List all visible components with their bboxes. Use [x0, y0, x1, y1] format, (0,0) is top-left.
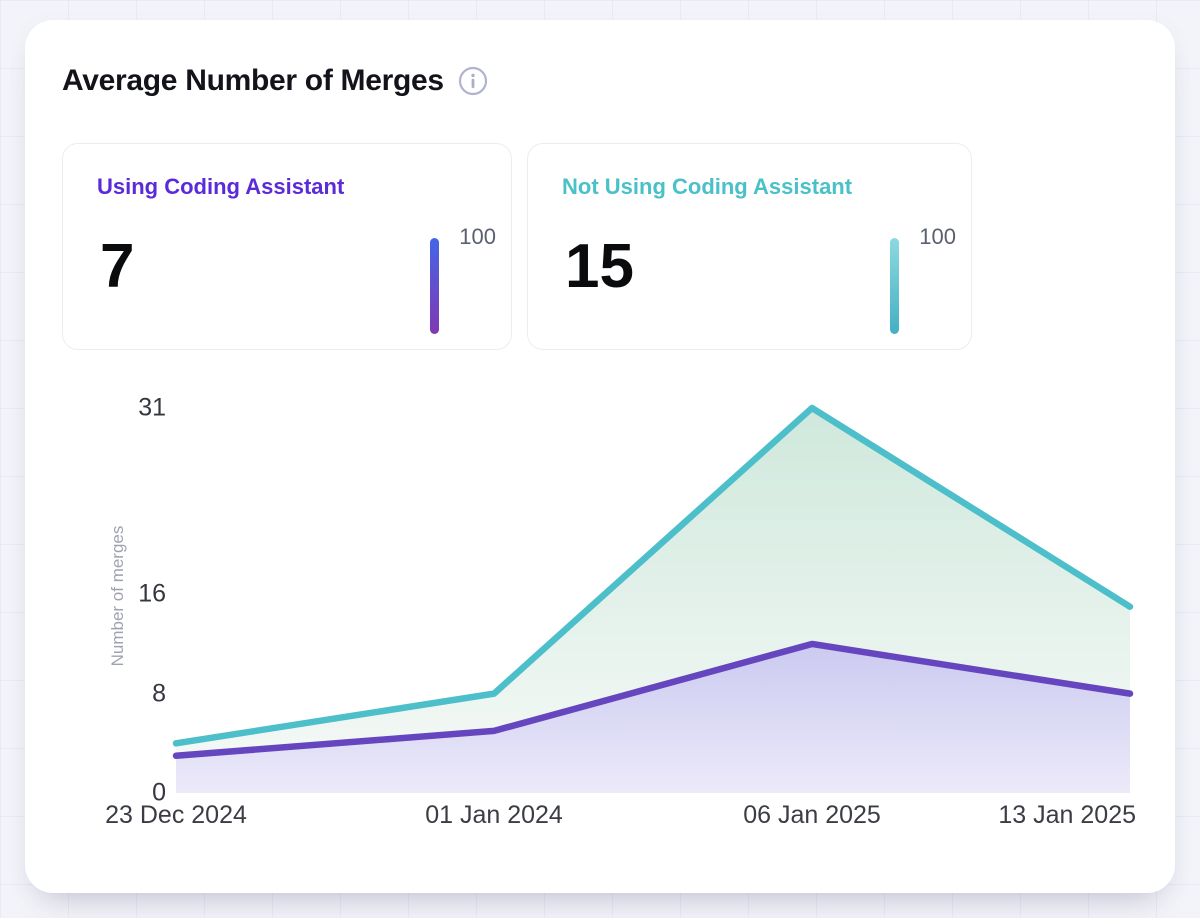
stat-label: Not Using Coding Assistant: [562, 174, 853, 199]
y-axis-title: Number of merges: [108, 525, 127, 667]
stat-scale-max: 100: [459, 224, 496, 249]
y-tick-label: 16: [138, 579, 166, 608]
metric-card: Average Number of Merges Using Coding As…: [25, 20, 1175, 893]
x-tick-label: 06 Jan 2025: [743, 801, 881, 829]
x-tick-label: 13 Jan 2025: [998, 801, 1136, 829]
x-tick-label: 01 Jan 2024: [425, 801, 563, 829]
stat-card-using-assistant: Using Coding Assistant 7 100: [62, 143, 512, 350]
stat-card-not-using-assistant: Not Using Coding Assistant 15 100: [527, 143, 972, 350]
stat-scale-bar: [890, 238, 899, 334]
stat-label: Using Coding Assistant: [97, 174, 345, 199]
stat-value: 7: [100, 232, 135, 301]
stat-scale-bar: [430, 238, 439, 334]
stat-scale-max: 100: [919, 224, 956, 249]
y-tick-label: 8: [152, 679, 166, 708]
stat-value: 15: [565, 232, 634, 301]
y-tick-label: 0: [152, 778, 166, 807]
card-header: Average Number of Merges: [62, 64, 488, 98]
x-tick-label: 23 Dec 2024: [105, 801, 247, 829]
page-title: Average Number of Merges: [62, 64, 444, 97]
info-icon[interactable]: [458, 66, 488, 96]
y-tick-label: 31: [138, 393, 166, 422]
